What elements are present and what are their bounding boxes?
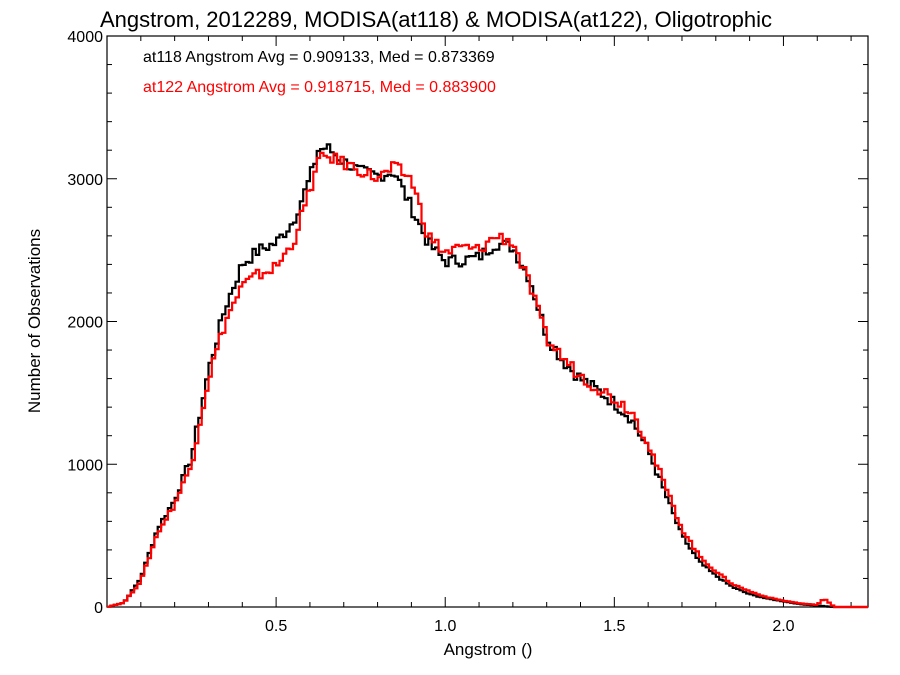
x-tick-label: 2.0: [772, 618, 794, 635]
x-axis-label: Angstrom (): [444, 640, 533, 659]
axis-ticks: [107, 35, 868, 608]
legend-entry-at118: at118 Angstrom Avg = 0.909133, Med = 0.8…: [143, 49, 495, 66]
y-tick-label: 4000: [67, 29, 103, 46]
plot-frame: [106, 35, 869, 608]
series-line-at122: [107, 151, 868, 609]
series-line-at118: [107, 143, 868, 609]
y-tick-label: 2000: [67, 315, 103, 332]
x-tick-label: 0.5: [265, 618, 287, 635]
y-tick-label: 1000: [67, 457, 103, 474]
axis-tick-labels: 0.5 1.0 1.5 2.0 0 1000 2000 3000 4000: [67, 29, 794, 635]
y-tick-label: 0: [94, 600, 103, 617]
legend-entry-at122: at122 Angstrom Avg = 0.918715, Med = 0.8…: [143, 79, 496, 96]
series-layer: [107, 143, 868, 609]
y-axis-label: Number of Observations: [25, 229, 44, 413]
x-tick-label: 1.0: [434, 618, 456, 635]
x-tick-label: 1.5: [603, 618, 625, 635]
y-tick-label: 3000: [67, 172, 103, 189]
chart-title: Angstrom, 2012289, MODISA(at118) & MODIS…: [100, 7, 772, 32]
